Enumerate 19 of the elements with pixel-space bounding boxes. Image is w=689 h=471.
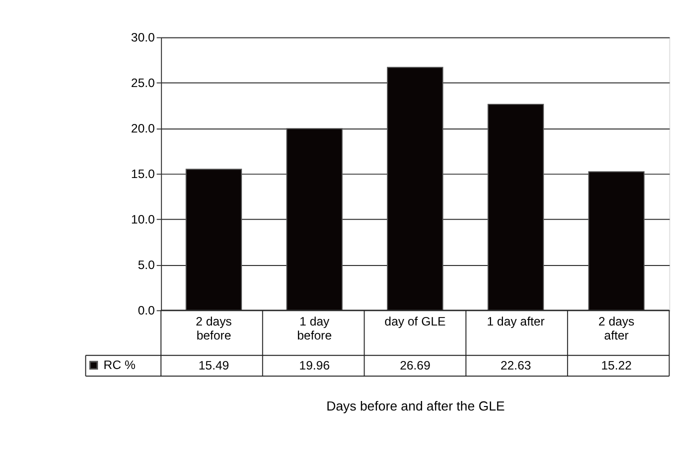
y-tick-label: 30.0 bbox=[131, 30, 156, 44]
x-axis-title: Days before and after the GLE bbox=[326, 398, 506, 414]
y-tick-label: 5.0 bbox=[138, 258, 156, 272]
y-tick-label: 10.0 bbox=[131, 212, 156, 226]
data-label: 22.63 bbox=[500, 358, 532, 373]
y-tick-label: 20.0 bbox=[131, 121, 156, 136]
x-tick-label: day of GLE bbox=[384, 314, 446, 328]
x-tick-label: 1 day before bbox=[297, 314, 332, 342]
x-tick-label: 2 days after bbox=[598, 314, 634, 342]
y-tick-label: 25.0 bbox=[131, 76, 156, 90]
data-label: 15.49 bbox=[198, 358, 230, 373]
y-tick-label: 0.0 bbox=[138, 303, 156, 318]
data-label: 19.96 bbox=[299, 358, 330, 373]
x-tick-label: 1 day after bbox=[486, 314, 545, 328]
data-label: 15.22 bbox=[601, 358, 632, 373]
y-tick-label: 15.0 bbox=[131, 166, 156, 181]
x-tick-label: 2 days before bbox=[196, 314, 232, 342]
legend-label: RC % bbox=[104, 358, 136, 372]
data-label: 26.69 bbox=[400, 358, 431, 373]
